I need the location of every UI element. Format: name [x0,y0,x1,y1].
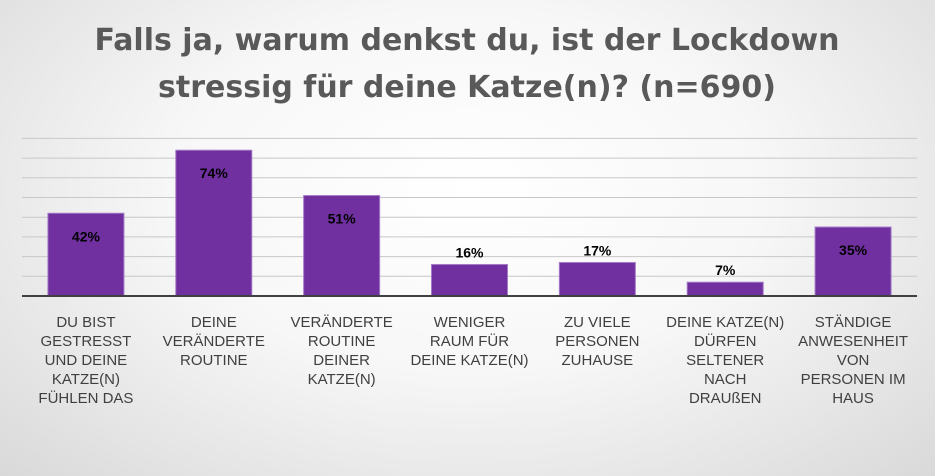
category-labels: DU BIST GESTRESST UND DEINE KATZE(N) FÜHLEN … [38,314,908,407]
category-label-line: DÜRFEN [694,332,757,350]
category-label-line: ZUHAUSE [562,352,634,369]
category-label-line: PERSONEN IM [801,371,906,388]
category-label: DEINE KATZE(N) DÜRFEN SELTENER NACH DRAUßEN [666,314,784,407]
category-label-line: DEINE KATZE(N) [410,352,528,369]
category-label-line: ZU VIELE [564,314,631,331]
category-label-line: HAUS [832,390,874,407]
chart-title: Falls ja, warum denkst du, ist der Lockd… [94,23,839,105]
bar [814,226,892,297]
data-labels: 42% 74% 51% 16% 17% 7% 35% [72,165,868,278]
data-label: 42% [72,228,101,244]
data-label: 51% [328,211,357,227]
category-label-line: STÄNDIGE [815,314,892,331]
category-label-line: VON [837,352,870,369]
category-label-line: WENIGER [434,314,506,331]
category-label-line: UND DEINE [45,352,128,369]
category-label-line: NACH [704,371,747,388]
bar [431,263,508,297]
category-label: STÄNDIGE ANWESENHEIT VON PERSONEN IM HAUS [798,314,908,407]
category-label-line: ROUTINE [308,333,376,350]
category-label-line: DEINE [191,314,237,331]
category-label: ZU VIELE PERSONEN ZUHAUSE [555,314,639,369]
category-label-line: VERÄNDERTE [163,333,265,350]
bar [47,212,125,297]
category-label-line: DU BIST [56,314,115,331]
category-label-line: KATZE(N) [308,371,376,388]
category-label-line: RAUM FÜR [430,332,509,350]
data-label: 74% [200,165,229,181]
category-label: VERÄNDERTE ROUTINE DEINER KATZE(N) [291,314,393,388]
category-label-line: GESTRESST [40,333,131,350]
data-label: 7% [715,262,736,278]
bar [558,262,636,297]
data-label: 16% [455,244,484,260]
bars [47,149,892,297]
category-label: DU BIST GESTRESST UND DEINE KATZE(N) FÜHLEN … [38,314,133,407]
chart-title-line: stressig für deine Katze(n)? (n=690) [158,70,776,105]
category-label-line: VERÄNDERTE [291,314,393,331]
category-label-line: PERSONEN [555,333,639,350]
category-label-line: DEINE KATZE(N) [666,314,784,331]
category-label-line: ROUTINE [180,352,248,369]
category-label-line: DEINER [313,352,370,369]
category-label-line: FÜHLEN DAS [38,389,133,407]
category-label-line: KATZE(N) [52,371,120,388]
bar [175,149,253,297]
category-label-line: DRAUßEN [689,390,762,407]
bar [303,195,381,297]
data-label: 17% [583,243,612,259]
category-label: WENIGER RAUM FÜR DEINE KATZE(N) [410,314,528,369]
data-label: 35% [839,242,868,258]
chart-title-line: Falls ja, warum denkst du, ist der Lockd… [94,23,839,58]
category-label: DEINE VERÄNDERTE ROUTINE [163,314,265,369]
gridlines [22,137,917,277]
category-label-line: SELTENER [686,352,764,369]
bar [686,281,764,297]
category-label-line: ANWESENHEIT [798,333,908,350]
